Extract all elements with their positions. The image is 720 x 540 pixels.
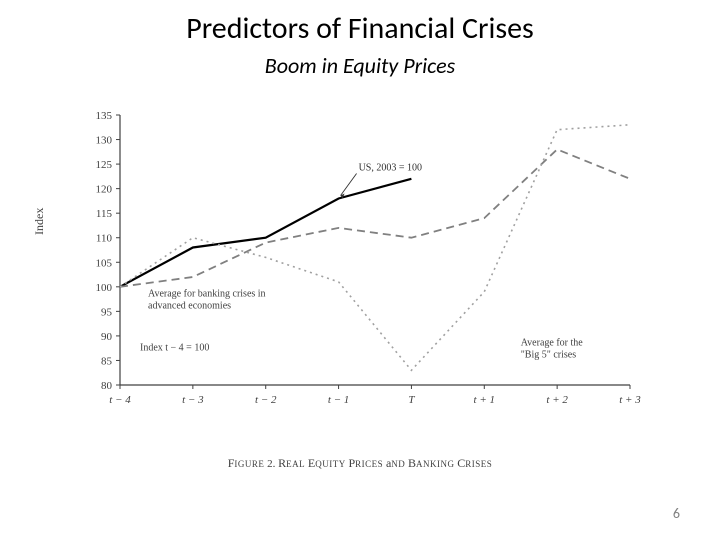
- svg-text:130: 130: [96, 135, 113, 147]
- y-axis-label: Index: [32, 208, 47, 235]
- svg-text:Index t − 4 = 100: Index t − 4 = 100: [140, 343, 209, 354]
- svg-text:t − 2: t − 2: [255, 394, 277, 406]
- svg-text:t + 3: t + 3: [619, 394, 641, 406]
- svg-text:95: 95: [101, 306, 113, 318]
- svg-text:135: 135: [96, 110, 113, 122]
- page-subtitle: Boom in Equity Prices: [0, 52, 720, 79]
- svg-text:t + 1: t + 1: [474, 394, 495, 406]
- chart-caption: Figure 2. Real Equity Prices and Banking…: [70, 456, 650, 471]
- svg-text:t − 1: t − 1: [328, 394, 349, 406]
- svg-text:Average for the: Average for the: [521, 338, 584, 349]
- svg-text:80: 80: [101, 380, 113, 392]
- svg-text:t − 3: t − 3: [182, 394, 204, 406]
- svg-text:85: 85: [101, 355, 113, 367]
- svg-text:90: 90: [101, 331, 113, 343]
- svg-text:T: T: [408, 394, 415, 406]
- svg-text:110: 110: [96, 233, 113, 245]
- page-number: 6: [673, 505, 680, 522]
- svg-text:115: 115: [96, 208, 113, 220]
- chart-container: Index 80859095100105110115120125130135t …: [70, 105, 650, 475]
- svg-text:120: 120: [96, 184, 113, 196]
- svg-text:t + 2: t + 2: [546, 394, 568, 406]
- page-title: Predictors of Financial Crises: [0, 10, 720, 47]
- slide: Predictors of Financial Crises Boom in E…: [0, 0, 720, 540]
- svg-text:100: 100: [96, 282, 113, 294]
- svg-text:t − 4: t − 4: [109, 394, 131, 406]
- svg-text:"Big 5" crises: "Big 5" crises: [521, 350, 576, 361]
- svg-text:US, 2003 = 100: US, 2003 = 100: [359, 162, 422, 173]
- svg-text:125: 125: [96, 159, 113, 171]
- svg-text:advanced economies: advanced economies: [148, 301, 231, 312]
- line-chart: 80 85 90 95 100 105 110 115 120 125 130 135 t − 4 t −…: [70, 105, 650, 445]
- svg-text:Average for banking crises in: Average for banking crises in: [148, 289, 266, 300]
- svg-text:105: 105: [96, 257, 113, 269]
